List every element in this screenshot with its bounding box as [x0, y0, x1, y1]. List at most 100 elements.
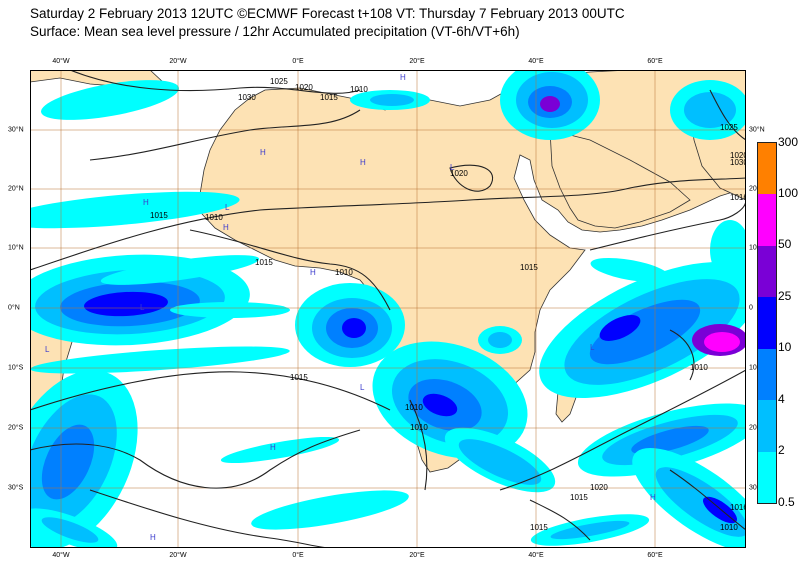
isobar-1010-guinea: [189, 229, 391, 311]
precipitation-area: [550, 520, 630, 540]
precipitation-area: [251, 490, 409, 530]
isobar-1015-south-atlantic: [30, 371, 391, 411]
precipitation-area: [100, 255, 260, 285]
legend-label-2: 4: [778, 392, 785, 406]
isobar-label: 1015: [290, 373, 308, 382]
isobar-label: 1015: [255, 258, 273, 267]
legend-swatch: [758, 400, 776, 452]
legend-swatch: [758, 348, 776, 401]
isobar-1020-libya: [449, 164, 493, 192]
isobar-label: 1030: [238, 93, 256, 102]
lon-label-20e: 20°E: [409, 552, 425, 559]
pressure-center-label: H: [150, 533, 156, 542]
isobar-1025-south: [89, 489, 331, 548]
title-line-2: Surface: Mean sea level pressure / 12hr …: [30, 24, 520, 39]
pressure-center-label: L: [140, 303, 145, 312]
isobar-label: 1010: [350, 85, 368, 94]
legend-label-5: 50: [778, 237, 792, 251]
pressure-center-label: H: [310, 268, 316, 277]
legend-label-4: 25: [778, 289, 792, 303]
legend-label-6: 100: [778, 186, 799, 200]
lon-label-40w: 40°W: [52, 58, 70, 65]
isobar-label: 1025: [720, 123, 738, 132]
forecast-map: 1030 1025 1020 1015 1010 1015 1010 1015 1010 1020…: [30, 70, 746, 548]
isobar-label: 1020: [295, 83, 313, 92]
pressure-center-label: L: [225, 203, 230, 212]
lon-label-60e: 60°E: [647, 552, 663, 559]
map-canvas: 1030 1025 1020 1015 1010 1015 1010 1015 1010 1020…: [30, 70, 746, 548]
precipitation-area: [589, 299, 701, 365]
title-line-1: Saturday 2 February 2013 12UTC ©ECMWF Fo…: [30, 6, 625, 21]
isobar-1015-north: [30, 177, 746, 271]
lon-label-0e: 0°E: [292, 58, 304, 65]
precipitation-area: [488, 332, 512, 348]
lon-label-40e: 40°E: [528, 58, 544, 65]
lon-label-20w: 20°W: [169, 58, 187, 65]
precipitation-area: [41, 517, 99, 543]
lon-label-20e: 20°E: [409, 58, 425, 65]
legend-swatch: [758, 143, 776, 195]
precipitation-areas: [30, 70, 746, 548]
pressure-center-label: H: [360, 158, 366, 167]
isobar-label: 1010: [335, 268, 353, 277]
isobar-label: 1020: [730, 151, 746, 160]
isobar-label: 1015: [520, 263, 538, 272]
lat-label-right-30s: 30: [749, 484, 757, 492]
isobar-1015-southeast: [669, 469, 746, 531]
lat-label-right-0: 0: [749, 304, 753, 312]
lat-label-right-20s: 20: [749, 424, 757, 432]
lat-label-10n: 10°N: [8, 244, 24, 252]
lon-label-20w: 20°W: [169, 552, 187, 559]
isobar-label: 1015: [150, 211, 168, 220]
precipitation-area: [540, 96, 560, 112]
lat-label-right-20: 20: [749, 185, 757, 193]
pressure-center-label: H: [270, 443, 276, 452]
precipitation-area: [84, 291, 168, 317]
lon-label-40e: 40°E: [528, 552, 544, 559]
precipitation-area: [684, 92, 736, 128]
precipitation-area: [30, 191, 240, 229]
isobar-label: 1016: [730, 503, 746, 512]
pressure-center-label: H: [143, 198, 149, 207]
isobar-lines: [30, 70, 746, 548]
lon-label-40w: 40°W: [52, 552, 70, 559]
isobar-label: 1015: [320, 93, 338, 102]
legend-swatch: [758, 451, 776, 503]
pressure-center-label: H: [400, 73, 406, 82]
isobar-1010-indian: [669, 329, 695, 381]
isobar-label: 1010: [690, 363, 708, 372]
isobar-label: 1010: [205, 213, 223, 222]
isobar-1015-atlantic: [89, 109, 361, 161]
legend-label-0: 0.5: [778, 495, 795, 509]
isobar-label: 1020: [450, 169, 468, 178]
precipitation-area: [458, 439, 542, 485]
precipitation-area: [41, 80, 179, 120]
isobar-1016-south: [529, 499, 591, 541]
lat-label-right-10s: 10: [749, 364, 757, 372]
precipitation-area: [342, 318, 366, 338]
lat-label-0n: 0°N: [8, 304, 20, 312]
pressure-centers: H H H L H H L H L L L L H H H: [45, 73, 656, 542]
isobar-1010-kalahari: [409, 399, 428, 491]
legend-label-7: 300: [778, 135, 799, 149]
isobar-label: 1010: [410, 423, 428, 432]
isobar-1020-north: [69, 70, 361, 94]
legend-swatch: [758, 245, 776, 298]
isobar-label: 1010: [405, 403, 423, 412]
precipitation-area: [30, 346, 290, 374]
isobar-label: 1025: [270, 77, 288, 86]
lat-label-20n: 20°N: [8, 185, 24, 193]
pressure-center-label: H: [223, 223, 229, 232]
isobar-1020-south-atlantic: [30, 429, 361, 489]
isobar-label: 1015: [530, 523, 548, 532]
precipitation-area: [710, 220, 746, 280]
precipitation-area: [370, 94, 414, 106]
precipitation-legend: [757, 142, 777, 504]
precipitation-area: [631, 425, 709, 455]
isobar-label: 1015: [570, 493, 588, 502]
lat-label-right-10n: 10: [749, 244, 757, 252]
precipitation-area: [41, 424, 95, 500]
lat-label-30s: 30°S: [8, 484, 24, 492]
pressure-center-label: H: [260, 148, 266, 157]
graticule: [30, 70, 746, 548]
